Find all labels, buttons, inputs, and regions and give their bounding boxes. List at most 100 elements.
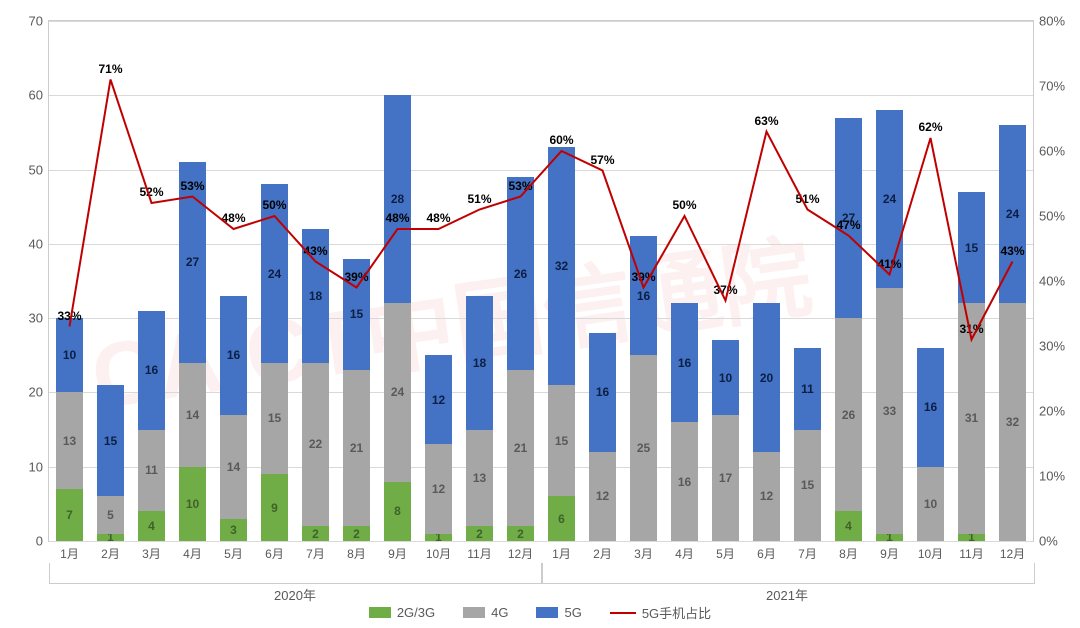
bar-segment-label: 2 [343, 527, 370, 541]
x-month-label: 5月 [716, 541, 735, 562]
bar-segment-g4g: 13 [466, 430, 493, 527]
x-month-label: 8月 [839, 541, 858, 562]
bar-segment-g4g: 17 [712, 415, 739, 541]
bar-segment-label: 2 [466, 527, 493, 541]
bar-segment-label: 16 [138, 363, 165, 377]
line-point-label: 43% [303, 244, 327, 258]
x-month-label: 4月 [675, 541, 694, 562]
x-month-label: 1月 [552, 541, 571, 562]
bar-segment-g5g: 26 [507, 177, 534, 370]
legend-item: 4G [463, 605, 508, 620]
bar-segment-g2g3g: 1 [425, 534, 452, 541]
bar-segment-g2g3g: 1 [97, 534, 124, 541]
bar-segment-label: 13 [56, 434, 83, 448]
bar-segment-g4g: 31 [958, 303, 985, 533]
line-point-label: 31% [959, 322, 983, 336]
bar-segment-g5g: 10 [56, 318, 83, 392]
legend-label: 4G [491, 605, 508, 620]
legend-label: 5G [564, 605, 581, 620]
gridline [49, 21, 1033, 22]
bar-segment-g4g: 15 [548, 385, 575, 496]
bar-segment-g5g: 15 [958, 192, 985, 303]
bar-segment-label: 16 [589, 385, 616, 399]
bar-segment-label: 16 [671, 356, 698, 370]
bar-segment-label: 16 [220, 348, 247, 362]
bar-segment-g4g: 22 [302, 363, 329, 526]
y-right-tick-label: 50% [1033, 209, 1065, 224]
bar-segment-label: 12 [753, 489, 780, 503]
x-month-label: 6月 [265, 541, 284, 562]
bar-segment-g4g: 24 [384, 303, 411, 481]
bar-segment-g2g3g: 6 [548, 496, 575, 541]
bar-segment-label: 12 [425, 393, 452, 407]
y-right-tick-label: 20% [1033, 404, 1065, 419]
legend-label: 5G手机占比 [642, 603, 711, 622]
bar-segment-g5g: 15 [97, 385, 124, 496]
x-month-label: 10月 [918, 541, 943, 562]
x-month-label: 12月 [508, 541, 533, 562]
bar-segment-g2g3g: 4 [138, 511, 165, 541]
line-point-label: 60% [549, 133, 573, 147]
bar-segment-label: 6 [548, 512, 575, 526]
bar-segment-label: 4 [835, 519, 862, 533]
bar-segment-label: 18 [302, 289, 329, 303]
legend-item: 5G手机占比 [610, 603, 711, 622]
y-left-tick-label: 40 [29, 236, 49, 251]
bar-segment-g4g: 21 [507, 370, 534, 526]
y-right-tick-label: 0% [1033, 534, 1058, 549]
y-right-tick-label: 70% [1033, 79, 1065, 94]
line-point-label: 43% [1000, 244, 1024, 258]
bar-segment-label: 2 [507, 527, 534, 541]
line-point-label: 39% [631, 270, 655, 284]
line-point-label: 50% [262, 198, 286, 212]
bar-segment-label: 14 [220, 460, 247, 474]
x-month-label: 5月 [224, 541, 243, 562]
legend-item: 5G [536, 605, 581, 620]
bar-segment-g2g3g: 10 [179, 467, 206, 541]
bar-segment-g2g3g: 1 [958, 534, 985, 541]
bar-segment-g2g3g: 9 [261, 474, 288, 541]
line-point-label: 47% [836, 218, 860, 232]
bar-segment-g4g: 21 [343, 370, 370, 526]
y-left-tick-label: 10 [29, 459, 49, 474]
legend-swatch-icon [536, 607, 558, 618]
legend-line-icon [610, 612, 636, 614]
y-right-tick-label: 80% [1033, 14, 1065, 29]
bar-segment-label: 9 [261, 501, 288, 515]
bar-segment-label: 12 [589, 489, 616, 503]
bar-segment-label: 15 [261, 411, 288, 425]
x-month-label: 12月 [1000, 541, 1025, 562]
bar-segment-label: 7 [56, 508, 83, 522]
line-point-label: 53% [180, 179, 204, 193]
bar-segment-label: 33 [876, 404, 903, 418]
bar-segment-g2g3g: 7 [56, 489, 83, 541]
y-left-tick-label: 30 [29, 311, 49, 326]
bar-segment-g5g: 16 [917, 348, 944, 467]
bar-segment-label: 25 [630, 441, 657, 455]
bar-segment-label: 8 [384, 504, 411, 518]
bar-segment-label: 4 [138, 519, 165, 533]
bar-segment-label: 20 [753, 371, 780, 385]
bar-segment-label: 24 [999, 207, 1026, 221]
chart-container: CAICT中国信通院 0102030405060700%10%20%30%40%… [0, 0, 1080, 628]
x-month-label: 7月 [798, 541, 817, 562]
bar-segment-label: 10 [712, 371, 739, 385]
bar-segment-label: 24 [384, 385, 411, 399]
x-month-label: 2月 [593, 541, 612, 562]
line-point-label: 48% [385, 211, 409, 225]
x-month-label: 11月 [467, 541, 491, 562]
x-month-label: 8月 [347, 541, 366, 562]
line-point-label: 39% [344, 270, 368, 284]
bar-segment-g4g: 12 [589, 452, 616, 541]
line-point-label: 41% [877, 257, 901, 271]
bar-segment-label: 11 [138, 463, 165, 477]
bar-segment-g5g: 32 [548, 147, 575, 385]
line-point-label: 57% [590, 153, 614, 167]
legend-swatch-icon [369, 607, 391, 618]
y-left-tick-label: 60 [29, 88, 49, 103]
bar-segment-g4g: 14 [179, 363, 206, 467]
legend: 2G/3G4G5G5G手机占比 [0, 603, 1080, 622]
line-point-label: 37% [713, 283, 737, 297]
x-month-label: 3月 [634, 541, 653, 562]
y-right-tick-label: 30% [1033, 339, 1065, 354]
